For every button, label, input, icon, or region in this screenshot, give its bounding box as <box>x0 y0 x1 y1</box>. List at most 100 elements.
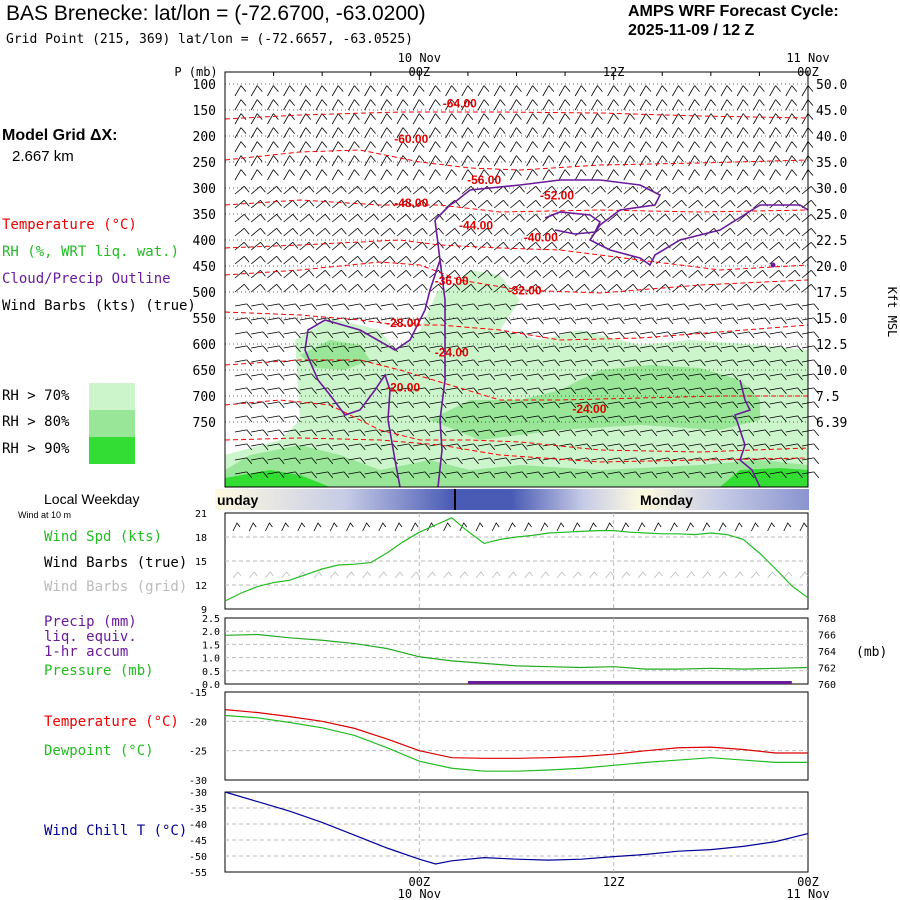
panel-frame <box>224 691 809 781</box>
wind-barb <box>380 99 393 111</box>
wind-barb-staff <box>753 457 766 461</box>
wind-barb-staff <box>704 241 715 251</box>
wind-barb-staff <box>251 415 264 419</box>
wind-barb-flag <box>791 99 798 106</box>
wind-barb-staff <box>591 303 604 307</box>
wind-barb-staff <box>315 387 328 391</box>
wind-barb-staff <box>655 99 663 111</box>
wind-barb-flag <box>260 242 266 249</box>
wind-barb-staff <box>494 317 507 321</box>
wind-barb-staff <box>672 99 679 111</box>
wind-barb-staff <box>607 113 614 125</box>
wind-barb-staff <box>623 387 636 391</box>
wind-barb <box>672 359 690 367</box>
wind-barb-staff <box>704 443 717 447</box>
wind-10m-label: Wind at 10 m <box>18 510 72 520</box>
wind-barb <box>542 331 560 339</box>
isotherm-label: -24.00 <box>572 402 606 416</box>
wind-barb-flag <box>354 85 360 92</box>
wind-barb-staff <box>558 303 571 307</box>
wind-barb-flag <box>473 345 479 353</box>
wind-barb <box>785 359 803 367</box>
wind-barb-flag <box>807 141 814 148</box>
wind-barb <box>769 283 785 293</box>
wind-barb <box>283 199 299 209</box>
wind-barb-staff <box>623 127 631 139</box>
wind-barb <box>623 401 641 409</box>
wind-barb-staff <box>672 359 685 363</box>
wind-barb-staff <box>753 155 760 167</box>
precip-tick-label: 0.5 <box>202 667 220 678</box>
wind-barb-flag <box>308 256 315 263</box>
wind-barb <box>656 401 674 409</box>
wind-barb <box>380 443 398 451</box>
wind-barb-flag <box>343 471 350 479</box>
wind-barb <box>380 331 398 339</box>
wind-barb-flag <box>454 256 461 263</box>
wind-barb-staff <box>380 283 391 293</box>
wind-barb-staff <box>688 359 701 363</box>
wind-barb <box>575 429 593 437</box>
wind-barb <box>720 269 736 279</box>
wind-barb <box>558 255 574 265</box>
wind-barb-flag <box>521 317 528 325</box>
wind-barb-flag <box>538 359 544 367</box>
isotherm-label: -32.00 <box>508 284 542 298</box>
wind-barb-staff <box>607 345 620 349</box>
wind-barb <box>234 415 253 423</box>
wind-barb <box>510 283 525 293</box>
wind-barb-flag <box>457 457 463 465</box>
wind-barb <box>769 169 781 181</box>
wind-barb-flag <box>729 214 736 221</box>
wind-barb-staff <box>494 401 507 405</box>
wind-barb-staff <box>558 443 571 447</box>
wind-barb <box>477 227 493 237</box>
wind-barb-flag <box>797 317 803 325</box>
wind-barb-staff <box>234 255 245 265</box>
wind-barb-grid <box>346 571 355 579</box>
wind-barb-true <box>281 522 289 532</box>
wind-barb-staff <box>445 169 452 181</box>
wind-barb-flag <box>629 85 636 92</box>
wind-barb-staff <box>510 359 523 363</box>
wind-barb-staff <box>283 457 296 461</box>
wind-barb-staff <box>396 85 404 97</box>
wind-barb-flag <box>645 127 652 134</box>
wind-barb <box>785 227 801 237</box>
wind-barb-staff <box>364 429 377 433</box>
wind-barb-staff <box>348 283 358 293</box>
isotherm-label: -56.00 <box>467 173 501 187</box>
wind-barb-staff <box>348 185 358 195</box>
wind-barb-staff <box>332 373 345 377</box>
wind-barb-flag <box>292 242 299 249</box>
wind-barb <box>494 429 512 437</box>
wind-barb <box>477 443 496 451</box>
wind-barb <box>283 429 301 437</box>
wind-barb-flag <box>486 186 493 193</box>
pressure-tick-label: 450 <box>193 260 216 275</box>
wind-barb <box>753 331 771 339</box>
wind-barb-flag <box>422 256 428 263</box>
wind-barb <box>607 99 619 111</box>
wind-barb-staff <box>591 141 598 153</box>
wind-barb <box>672 345 690 353</box>
wind-barb <box>299 443 317 451</box>
wind-barb-grid <box>589 571 598 579</box>
wind-barb-flag <box>473 401 479 409</box>
isotherm-label: -60.00 <box>394 132 428 146</box>
wind-barb-staff <box>542 155 550 167</box>
wind-barb-staff <box>283 373 296 377</box>
wind-barb-staff <box>526 185 537 195</box>
wind-barb <box>510 317 528 325</box>
wind-barb <box>283 387 301 395</box>
wind-barb-grid <box>751 571 760 579</box>
wind-barb <box>250 127 263 139</box>
wind-barb-flag <box>584 200 590 207</box>
wind-barb <box>299 415 317 423</box>
wind-barb-staff <box>655 169 663 181</box>
wind-barb-flag <box>408 401 415 409</box>
wind-barb <box>574 255 590 265</box>
wind-barb-staff <box>348 169 355 181</box>
wind-barb-flag <box>619 359 625 367</box>
wind-barb-staff <box>331 269 342 279</box>
